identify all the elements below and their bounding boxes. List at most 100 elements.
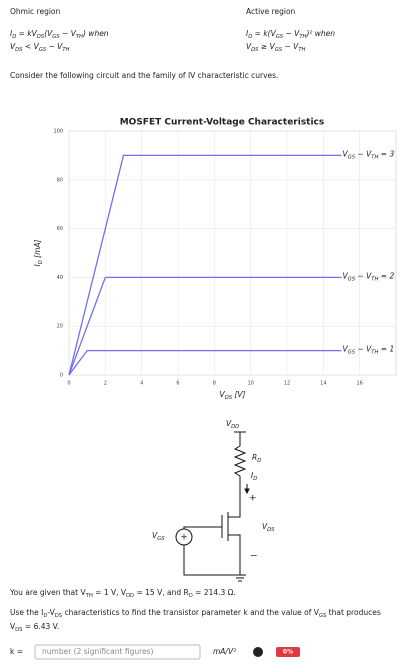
text-run: − V bbox=[355, 149, 372, 158]
text-run: [mA] bbox=[33, 239, 42, 260]
ohmic-equation: ID = kVDS(VGS − VTH) when bbox=[10, 29, 109, 40]
subscript: GS bbox=[348, 349, 356, 355]
subscript: TH bbox=[76, 34, 83, 40]
y-tick-label: 100 bbox=[53, 129, 63, 135]
y-tick-label: 80 bbox=[57, 177, 63, 183]
text-run: = k(V bbox=[252, 29, 276, 38]
curve bbox=[68, 276, 342, 376]
text-run: V bbox=[343, 271, 349, 280]
text-run: I bbox=[33, 263, 42, 266]
text-run: V bbox=[246, 42, 252, 51]
text-run: = 1 bbox=[378, 345, 394, 354]
vds-label: VDS bbox=[262, 522, 275, 533]
text-run: V bbox=[343, 149, 349, 158]
subscript: DS bbox=[37, 34, 45, 40]
info-icon[interactable] bbox=[253, 647, 263, 657]
subscript: GS bbox=[319, 613, 327, 619]
text-run: = 15 V, and R bbox=[134, 588, 189, 597]
active-condition: VDS ≥ VGS − VTH bbox=[246, 42, 306, 53]
task-text: Use the ID-VDS characteristics to find t… bbox=[10, 608, 381, 619]
text-run: R bbox=[252, 453, 257, 462]
x-tick-label: 12 bbox=[284, 381, 290, 387]
id-label: ID bbox=[251, 471, 257, 482]
subscript: TH bbox=[371, 349, 378, 355]
text-run: = 214.3 Ω. bbox=[193, 588, 236, 597]
subscript: GS bbox=[157, 536, 165, 542]
plot-frame bbox=[68, 130, 397, 376]
answer-unit: mA/V² bbox=[213, 647, 236, 656]
subscript: D bbox=[253, 476, 257, 482]
text-run: − V bbox=[60, 29, 77, 38]
ohmic-title: Ohmic region bbox=[10, 7, 61, 16]
drain-plus: + bbox=[249, 494, 257, 504]
text-run: ) when bbox=[82, 29, 109, 38]
y-tick-label: 0 bbox=[60, 373, 63, 379]
answer-placeholder: number (2 significant figures) bbox=[42, 647, 154, 656]
source-minus: − bbox=[250, 552, 258, 562]
source-sign: + bbox=[180, 533, 188, 543]
subscript: D bbox=[248, 34, 252, 40]
text-run: < V bbox=[23, 42, 40, 51]
x-tick-label: 14 bbox=[320, 381, 326, 387]
subscript: TH bbox=[85, 593, 93, 599]
answer-label: k = bbox=[10, 647, 23, 656]
text-run: − V bbox=[46, 42, 63, 51]
subscript: D bbox=[38, 260, 44, 264]
text-run: I bbox=[251, 471, 254, 480]
subscript: GS bbox=[52, 34, 60, 40]
text-run: characteristics to find the transistor p… bbox=[62, 608, 320, 617]
text-run: = 3 bbox=[378, 149, 394, 158]
text-run: − V bbox=[355, 345, 372, 354]
chart-title: MOSFET Current-Voltage Characteristics bbox=[120, 118, 325, 128]
y-axis-label: ID [mA] bbox=[33, 239, 44, 266]
x-tick-label: 2 bbox=[104, 381, 107, 387]
text-run: V bbox=[262, 522, 268, 531]
score-badge bbox=[276, 647, 300, 657]
text-run: ≥ V bbox=[259, 42, 276, 51]
subscript: DS bbox=[225, 395, 233, 401]
text-run: Use the I bbox=[10, 608, 43, 617]
subscript: DS bbox=[15, 627, 23, 633]
subscript: DD bbox=[231, 424, 239, 430]
subscript: D bbox=[12, 34, 16, 40]
intro: Consider the following circuit and the f… bbox=[10, 71, 278, 80]
text-run: [V] bbox=[232, 390, 245, 399]
text-run: = 6.43 V. bbox=[23, 622, 60, 631]
x-axis-label: VDS [V] bbox=[220, 390, 246, 401]
subscript: GS bbox=[348, 154, 356, 160]
curve bbox=[68, 349, 342, 376]
y-tick-label: 40 bbox=[57, 275, 63, 281]
active-equation: ID = k(VGS − VTH)² when bbox=[246, 29, 335, 40]
text-run: V bbox=[343, 345, 349, 354]
given-text: You are given that VTH = 1 V, VDD = 15 V… bbox=[9, 588, 236, 599]
subscript: DS bbox=[55, 613, 63, 619]
vdd-label: VDD bbox=[226, 419, 239, 430]
task-text: VDS = 6.43 V. bbox=[10, 622, 59, 633]
text-run: − V bbox=[355, 271, 372, 280]
subscript: D bbox=[257, 458, 261, 464]
text-run: = 2 bbox=[378, 271, 394, 280]
active-title: Active region bbox=[246, 7, 296, 16]
subscript: DS bbox=[15, 47, 23, 53]
curve-label: VGS − VTH = 1 bbox=[343, 345, 395, 356]
vgs-label: VGS bbox=[152, 531, 165, 542]
subscript: DD bbox=[126, 593, 134, 599]
curve bbox=[68, 154, 342, 376]
x-tick-label: 6 bbox=[176, 381, 179, 387]
text-run: You are given that V bbox=[9, 588, 86, 597]
subscript: DS bbox=[251, 47, 259, 53]
subscript: TH bbox=[62, 47, 69, 53]
text-run: V bbox=[10, 622, 16, 631]
x-tick-label: 16 bbox=[356, 381, 362, 387]
text-run: V bbox=[226, 419, 232, 428]
text-run: V bbox=[152, 531, 158, 540]
text-run: I bbox=[246, 29, 249, 38]
subscript: GS bbox=[275, 47, 283, 53]
text-run: − V bbox=[283, 29, 300, 38]
answer-input[interactable] bbox=[34, 644, 201, 660]
subscript: TH bbox=[371, 154, 378, 160]
x-tick-label: 8 bbox=[213, 381, 216, 387]
circuit bbox=[175, 431, 250, 582]
y-tick-label: 60 bbox=[57, 226, 63, 232]
